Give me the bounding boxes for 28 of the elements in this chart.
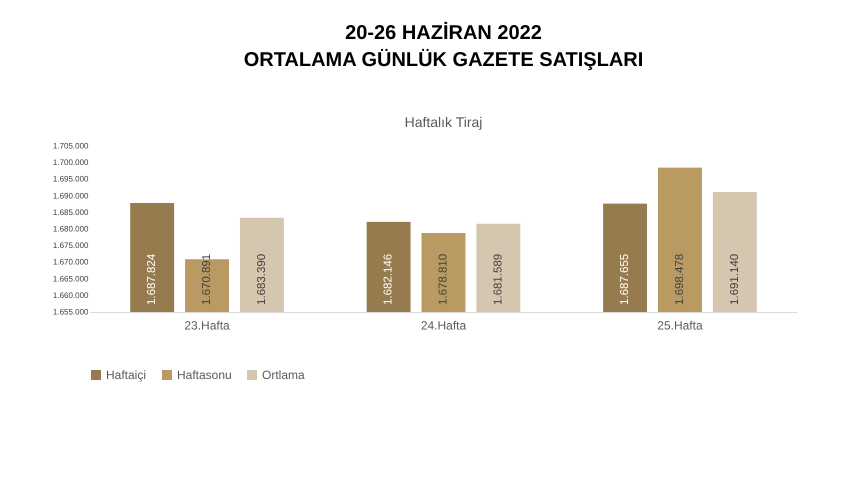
legend-label: Haftaiçi	[106, 368, 146, 382]
y-tick-label: 1.695.000	[52, 174, 90, 184]
data-label: 1.670.891	[201, 254, 214, 305]
data-label: 1.698.478	[674, 254, 686, 305]
chart-title: 20-26 HAZİRAN 2022 ORTALAMA GÜNLÜK GAZETE SATIŞLARI	[244, 21, 644, 71]
x-tick-label: 23.Hafta	[184, 318, 230, 332]
data-label: 1.691.140	[728, 254, 741, 305]
y-tick-label: 1.700.000	[52, 158, 90, 168]
y-tick-label: 1.685.000	[52, 208, 90, 217]
y-tick-label: 1.660.000	[52, 290, 90, 300]
legend-label: Haftasonu	[177, 368, 232, 382]
y-tick-label: 1.655.000	[52, 308, 90, 316]
data-label: 1.681.589	[492, 254, 504, 305]
legend-label: Ortlama	[262, 368, 305, 382]
data-label: 1.678.810	[438, 254, 450, 305]
y-tick-label: 1.705.000	[52, 142, 90, 150]
y-tick-label: 1.670.000	[52, 258, 90, 267]
data-label: 1.687.655	[619, 254, 632, 305]
chart-subtitle: Haftalık Tiraj	[404, 114, 482, 130]
x-tick-label: 25.Hafta	[657, 318, 703, 332]
x-tick-label: 24.Hafta	[420, 318, 466, 332]
data-label: 1.687.824	[146, 253, 158, 305]
data-label: 1.682.146	[382, 254, 395, 305]
y-tick-label: 1.675.000	[52, 241, 90, 250]
data-label: 1.683.390	[256, 254, 268, 305]
y-tick-label: 1.680.000	[52, 224, 90, 234]
y-tick-label: 1.665.000	[52, 274, 90, 284]
y-tick-label: 1.690.000	[52, 191, 90, 200]
